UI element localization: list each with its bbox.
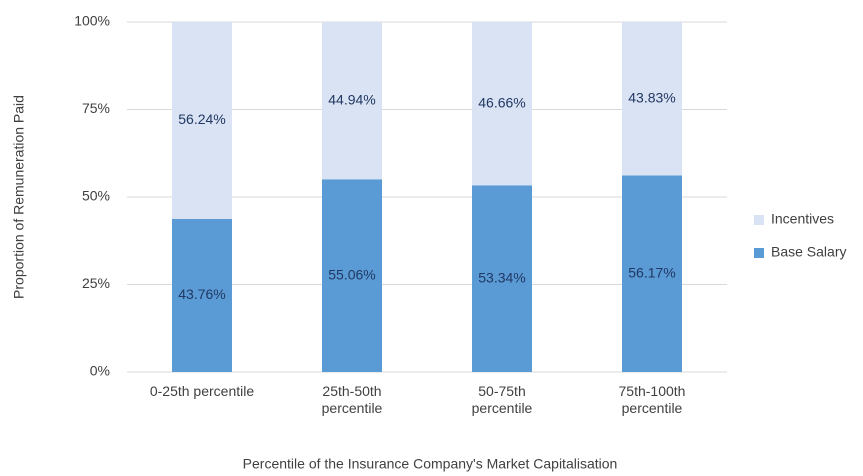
data-label: 56.17% xyxy=(628,264,675,280)
x-tick-label: 50-75th percentile xyxy=(471,383,533,416)
legend-label: Base Salary xyxy=(771,244,846,260)
legend-swatch xyxy=(754,215,764,225)
data-label: 46.66% xyxy=(478,94,525,110)
bar-segment xyxy=(172,22,232,219)
data-label: 43.83% xyxy=(628,89,675,105)
x-tick-label: 25th-50th percentile xyxy=(321,383,383,416)
data-label: 56.24% xyxy=(178,111,225,127)
legend-label: Incentives xyxy=(771,211,834,227)
bar-segment xyxy=(322,22,382,180)
y-tick-label: 100% xyxy=(74,13,110,29)
bar-segment xyxy=(622,175,682,372)
y-tick-label: 0% xyxy=(90,363,110,379)
y-axis-title: Proportion of Remuneration Paid xyxy=(11,95,27,299)
x-tick-label: 0-25th percentile xyxy=(149,383,255,399)
x-tick-label: 75th-100th percentile xyxy=(618,383,686,416)
legend-swatch xyxy=(754,248,764,258)
x-axis-title: Percentile of the Insurance Company's Ma… xyxy=(243,456,618,472)
bar-segment xyxy=(622,22,682,176)
y-tick-label: 75% xyxy=(82,100,110,116)
data-label: 44.94% xyxy=(328,91,375,107)
y-tick-label: 25% xyxy=(82,275,110,291)
bar-segment xyxy=(322,179,382,372)
data-label: 53.34% xyxy=(478,269,525,285)
bar-segment xyxy=(472,185,532,372)
y-tick-label: 50% xyxy=(82,188,110,204)
data-label: 55.06% xyxy=(328,266,375,282)
data-label: 43.76% xyxy=(178,286,225,302)
bar-segment xyxy=(172,218,232,372)
bar-segment xyxy=(472,22,532,186)
